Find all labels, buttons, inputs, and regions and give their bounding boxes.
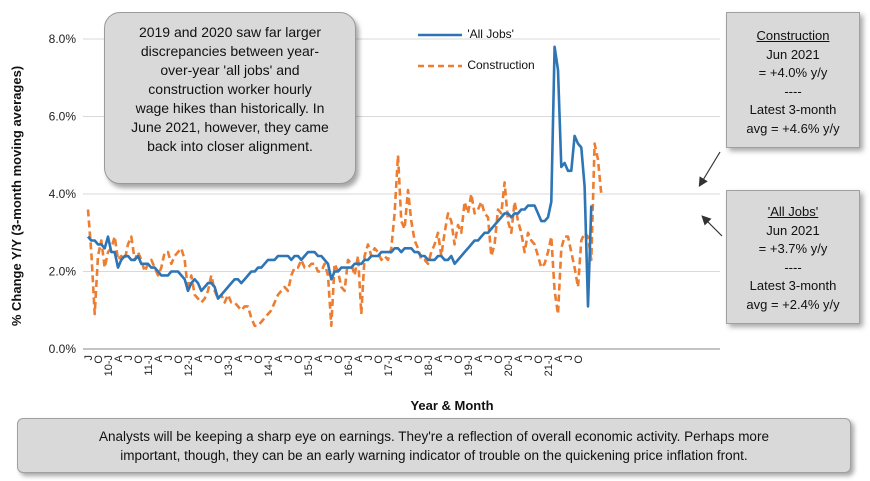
x-tick-label: A — [233, 354, 245, 362]
x-tick-label: A — [273, 354, 285, 362]
all-jobs-box-title: 'All Jobs' — [767, 204, 819, 219]
x-tick-label: O — [133, 355, 145, 364]
x-tick-label: 11-J — [143, 355, 155, 376]
x-tick-label: 21-J — [543, 355, 555, 376]
y-axis-label: % Change Y/Y (3-month moving averages) — [9, 66, 24, 326]
y-tick-label: 6.0% — [49, 110, 77, 124]
x-tick-label: J — [323, 355, 335, 361]
x-tick-label: 16-J — [343, 355, 355, 376]
x-tick-label: A — [433, 354, 445, 362]
y-tick-label: 2.0% — [49, 265, 77, 279]
x-tick-label: 15-J — [303, 355, 315, 376]
x-tick-label: A — [313, 354, 325, 362]
bottom-note: Analysts will be keeping a sharp eye on … — [17, 418, 851, 473]
all-jobs-box-line: avg = +2.4% y/y — [746, 296, 840, 312]
series-line-construction — [86, 142, 603, 328]
x-tick-label: J — [83, 355, 95, 361]
x-tick-label: A — [113, 354, 125, 362]
x-tick-label: O — [333, 355, 345, 364]
callout-line: wage hikes than historically. In — [135, 100, 325, 116]
callout-line: June 2021, however, they came — [131, 119, 329, 135]
construction-box-line: ---- — [784, 83, 802, 99]
construction-box-line: Latest 3-month — [749, 102, 837, 117]
construction-box: Construction Jun 2021 = +4.0% y/y ---- L… — [726, 12, 860, 148]
y-tick-label: 0.0% — [49, 342, 77, 356]
x-tick-label: A — [193, 354, 205, 362]
construction-box-title: Construction — [756, 28, 830, 43]
all-jobs-box-line: ---- — [784, 259, 802, 275]
x-tick-label: 10-J — [103, 355, 115, 376]
x-tick-label: 19-J — [463, 355, 475, 376]
x-tick-label: A — [393, 354, 405, 362]
x-tick-label: A — [473, 354, 485, 362]
x-tick-label: J — [283, 355, 295, 361]
legend-label-construction: Construction — [467, 58, 535, 72]
callout-line: 2019 and 2020 saw far larger — [138, 24, 322, 40]
x-tick-labels: JO10-JAJO11-JAJO12-JAJO13-JAJO14-JAJO15-… — [83, 354, 585, 376]
x-tick-label: A — [513, 354, 525, 362]
legend-label-all-jobs: 'All Jobs' — [467, 27, 514, 41]
x-tick-label: 14-J — [263, 355, 275, 376]
x-tick-label: J — [483, 355, 495, 361]
x-tick-label: O — [493, 355, 505, 364]
x-axis-label: Year & Month — [410, 398, 493, 413]
main-callout: 2019 and 2020 saw far larger discrepanci… — [104, 12, 356, 184]
x-tick-label: O — [533, 355, 545, 364]
callout-line: construction worker hourly — [148, 81, 312, 97]
all-jobs-box-line: Latest 3-month — [749, 278, 837, 293]
x-tick-label: J — [203, 355, 215, 361]
x-tick-label: J — [443, 355, 455, 361]
x-tick-label: J — [523, 355, 535, 361]
all-jobs-box-line: = +3.7% y/y — [758, 241, 828, 256]
y-tick-labels: 0.0% 2.0% 4.0% 6.0% 8.0% — [49, 32, 77, 356]
x-tick-label: O — [573, 355, 585, 364]
x-tick-label: 18-J — [423, 355, 435, 376]
series-lines — [86, 45, 603, 328]
bottom-note-line: Analysts will be keeping a sharp eye on … — [99, 429, 769, 444]
arrow-construction — [698, 151, 721, 188]
x-tick-label: O — [453, 355, 465, 364]
legend-item-construction: Construction — [418, 58, 535, 74]
x-tick-label: O — [373, 355, 385, 364]
x-tick-label: J — [403, 355, 415, 361]
construction-box-line: Jun 2021 — [766, 46, 820, 62]
callout-line: discrepancies between year- — [140, 43, 320, 59]
y-tick-label: 8.0% — [49, 32, 77, 46]
legend-item-all-jobs: 'All Jobs' — [418, 27, 514, 43]
legend-swatch-all-jobs — [418, 33, 462, 37]
x-tick-label: J — [243, 355, 255, 361]
callout-line: back into closer alignment. — [147, 138, 313, 154]
callout-line: over-year 'all jobs' and — [160, 62, 300, 78]
x-tick-label: J — [563, 355, 575, 361]
x-tick-label: A — [553, 354, 565, 362]
x-tick-label: O — [413, 355, 425, 364]
x-tick-label: O — [213, 355, 225, 364]
series-line-all-jobs — [87, 45, 593, 308]
all-jobs-box: 'All Jobs' Jun 2021 = +3.7% y/y ---- Lat… — [726, 190, 860, 324]
x-tick-label: O — [173, 355, 185, 364]
y-tick-label: 4.0% — [49, 187, 77, 201]
construction-box-line: = +4.0% y/y — [758, 65, 828, 80]
x-tick-label: 12-J — [183, 355, 195, 376]
x-tick-label: O — [253, 355, 265, 364]
x-tick-label: A — [353, 354, 365, 362]
x-tick-label: J — [363, 355, 375, 361]
arrow-alljobs — [701, 215, 723, 237]
x-tick-label: A — [153, 354, 165, 362]
x-tick-label: J — [123, 355, 135, 361]
x-tick-label: J — [163, 355, 175, 361]
bottom-note-line: important, though, they can be an early … — [120, 448, 748, 463]
x-tick-label: 13-J — [223, 355, 235, 376]
x-tick-label: 20-J — [503, 355, 515, 376]
legend-swatch-construction — [418, 64, 462, 68]
x-tick-label: O — [293, 355, 305, 364]
x-tick-label: 17-J — [383, 355, 395, 376]
x-tick-label: O — [93, 355, 105, 364]
legend: 'All Jobs' Construction — [418, 26, 568, 86]
construction-box-line: avg = +4.6% y/y — [746, 120, 840, 136]
all-jobs-box-line: Jun 2021 — [766, 222, 820, 238]
